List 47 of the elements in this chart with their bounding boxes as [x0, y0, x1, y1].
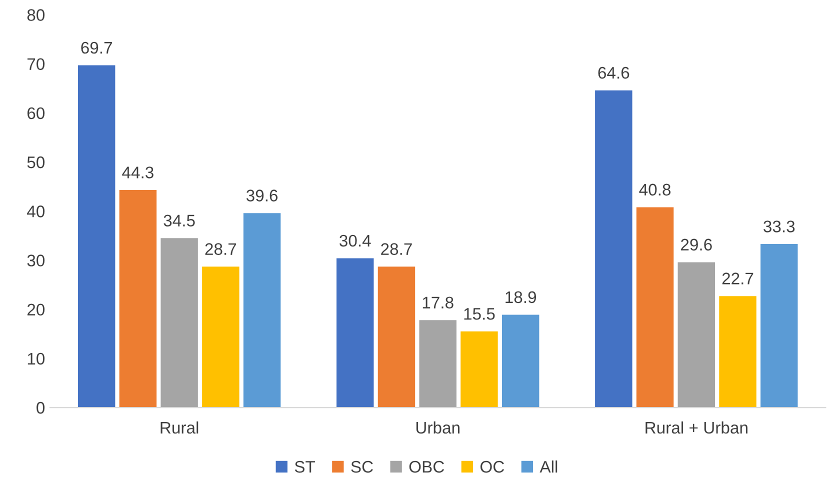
- y-tick-label: 30: [27, 254, 45, 266]
- data-label: 28.7: [381, 243, 412, 255]
- data-label: 39.6: [246, 190, 278, 202]
- data-label: 18.9: [506, 291, 536, 304]
- y-tick-label: 20: [27, 304, 45, 316]
- bar: [419, 320, 456, 408]
- bar: [636, 207, 674, 408]
- x-tick-label: Urban: [416, 421, 460, 434]
- bar: [202, 266, 240, 408]
- data-label: 69.7: [81, 42, 112, 54]
- data-label: 33.3: [764, 220, 795, 232]
- bar: [595, 90, 632, 408]
- data-label: 40.8: [639, 184, 671, 196]
- data-label: 44.3: [122, 166, 154, 178]
- bar: [378, 266, 416, 408]
- x-tick-label: Rural + Urban: [646, 421, 748, 434]
- bar: [760, 244, 798, 408]
- data-label: 30.4: [340, 234, 371, 247]
- data-label: 17.8: [422, 296, 454, 309]
- x-tick-label: Rural: [160, 421, 198, 434]
- data-label: 29.6: [681, 238, 712, 251]
- data-label: 28.7: [205, 243, 236, 255]
- bar: [336, 258, 374, 408]
- y-tick-label: 60: [27, 107, 45, 120]
- data-label: 22.7: [722, 272, 754, 284]
- data-label: 34.5: [164, 214, 195, 227]
- y-tick-label: 50: [27, 156, 45, 168]
- y-tick-label: 80: [27, 9, 45, 21]
- legend-label: All: [540, 460, 558, 473]
- bar: [678, 262, 716, 408]
- bar: [160, 238, 198, 408]
- legend-label: ST: [294, 460, 316, 473]
- y-tick-label: 0: [36, 402, 45, 414]
- bar: [119, 190, 157, 408]
- legend-label: OC: [480, 460, 504, 473]
- bar: [243, 213, 281, 408]
- bar: [502, 314, 540, 408]
- y-tick-label: 70: [27, 58, 45, 70]
- y-tick-label: 40: [27, 206, 45, 218]
- bar: [460, 331, 498, 408]
- data-label: 15.5: [464, 308, 495, 320]
- bar: [719, 296, 756, 408]
- legend-label: SC: [351, 460, 373, 473]
- data-label: 64.6: [598, 66, 630, 79]
- y-tick-label: 10: [28, 352, 45, 365]
- legend-label: OBC: [409, 460, 444, 473]
- bar: [78, 65, 116, 408]
